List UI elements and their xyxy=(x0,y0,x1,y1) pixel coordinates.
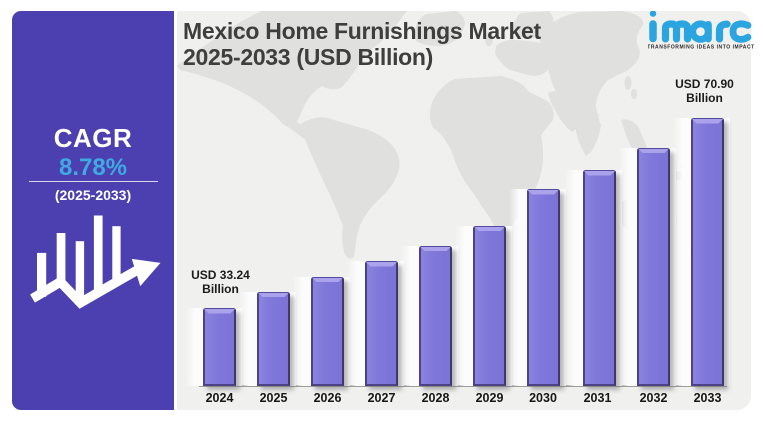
svg-text:TRANSFORMING IDEAS INTO IMPACT: TRANSFORMING IDEAS INTO IMPACT xyxy=(648,45,754,51)
